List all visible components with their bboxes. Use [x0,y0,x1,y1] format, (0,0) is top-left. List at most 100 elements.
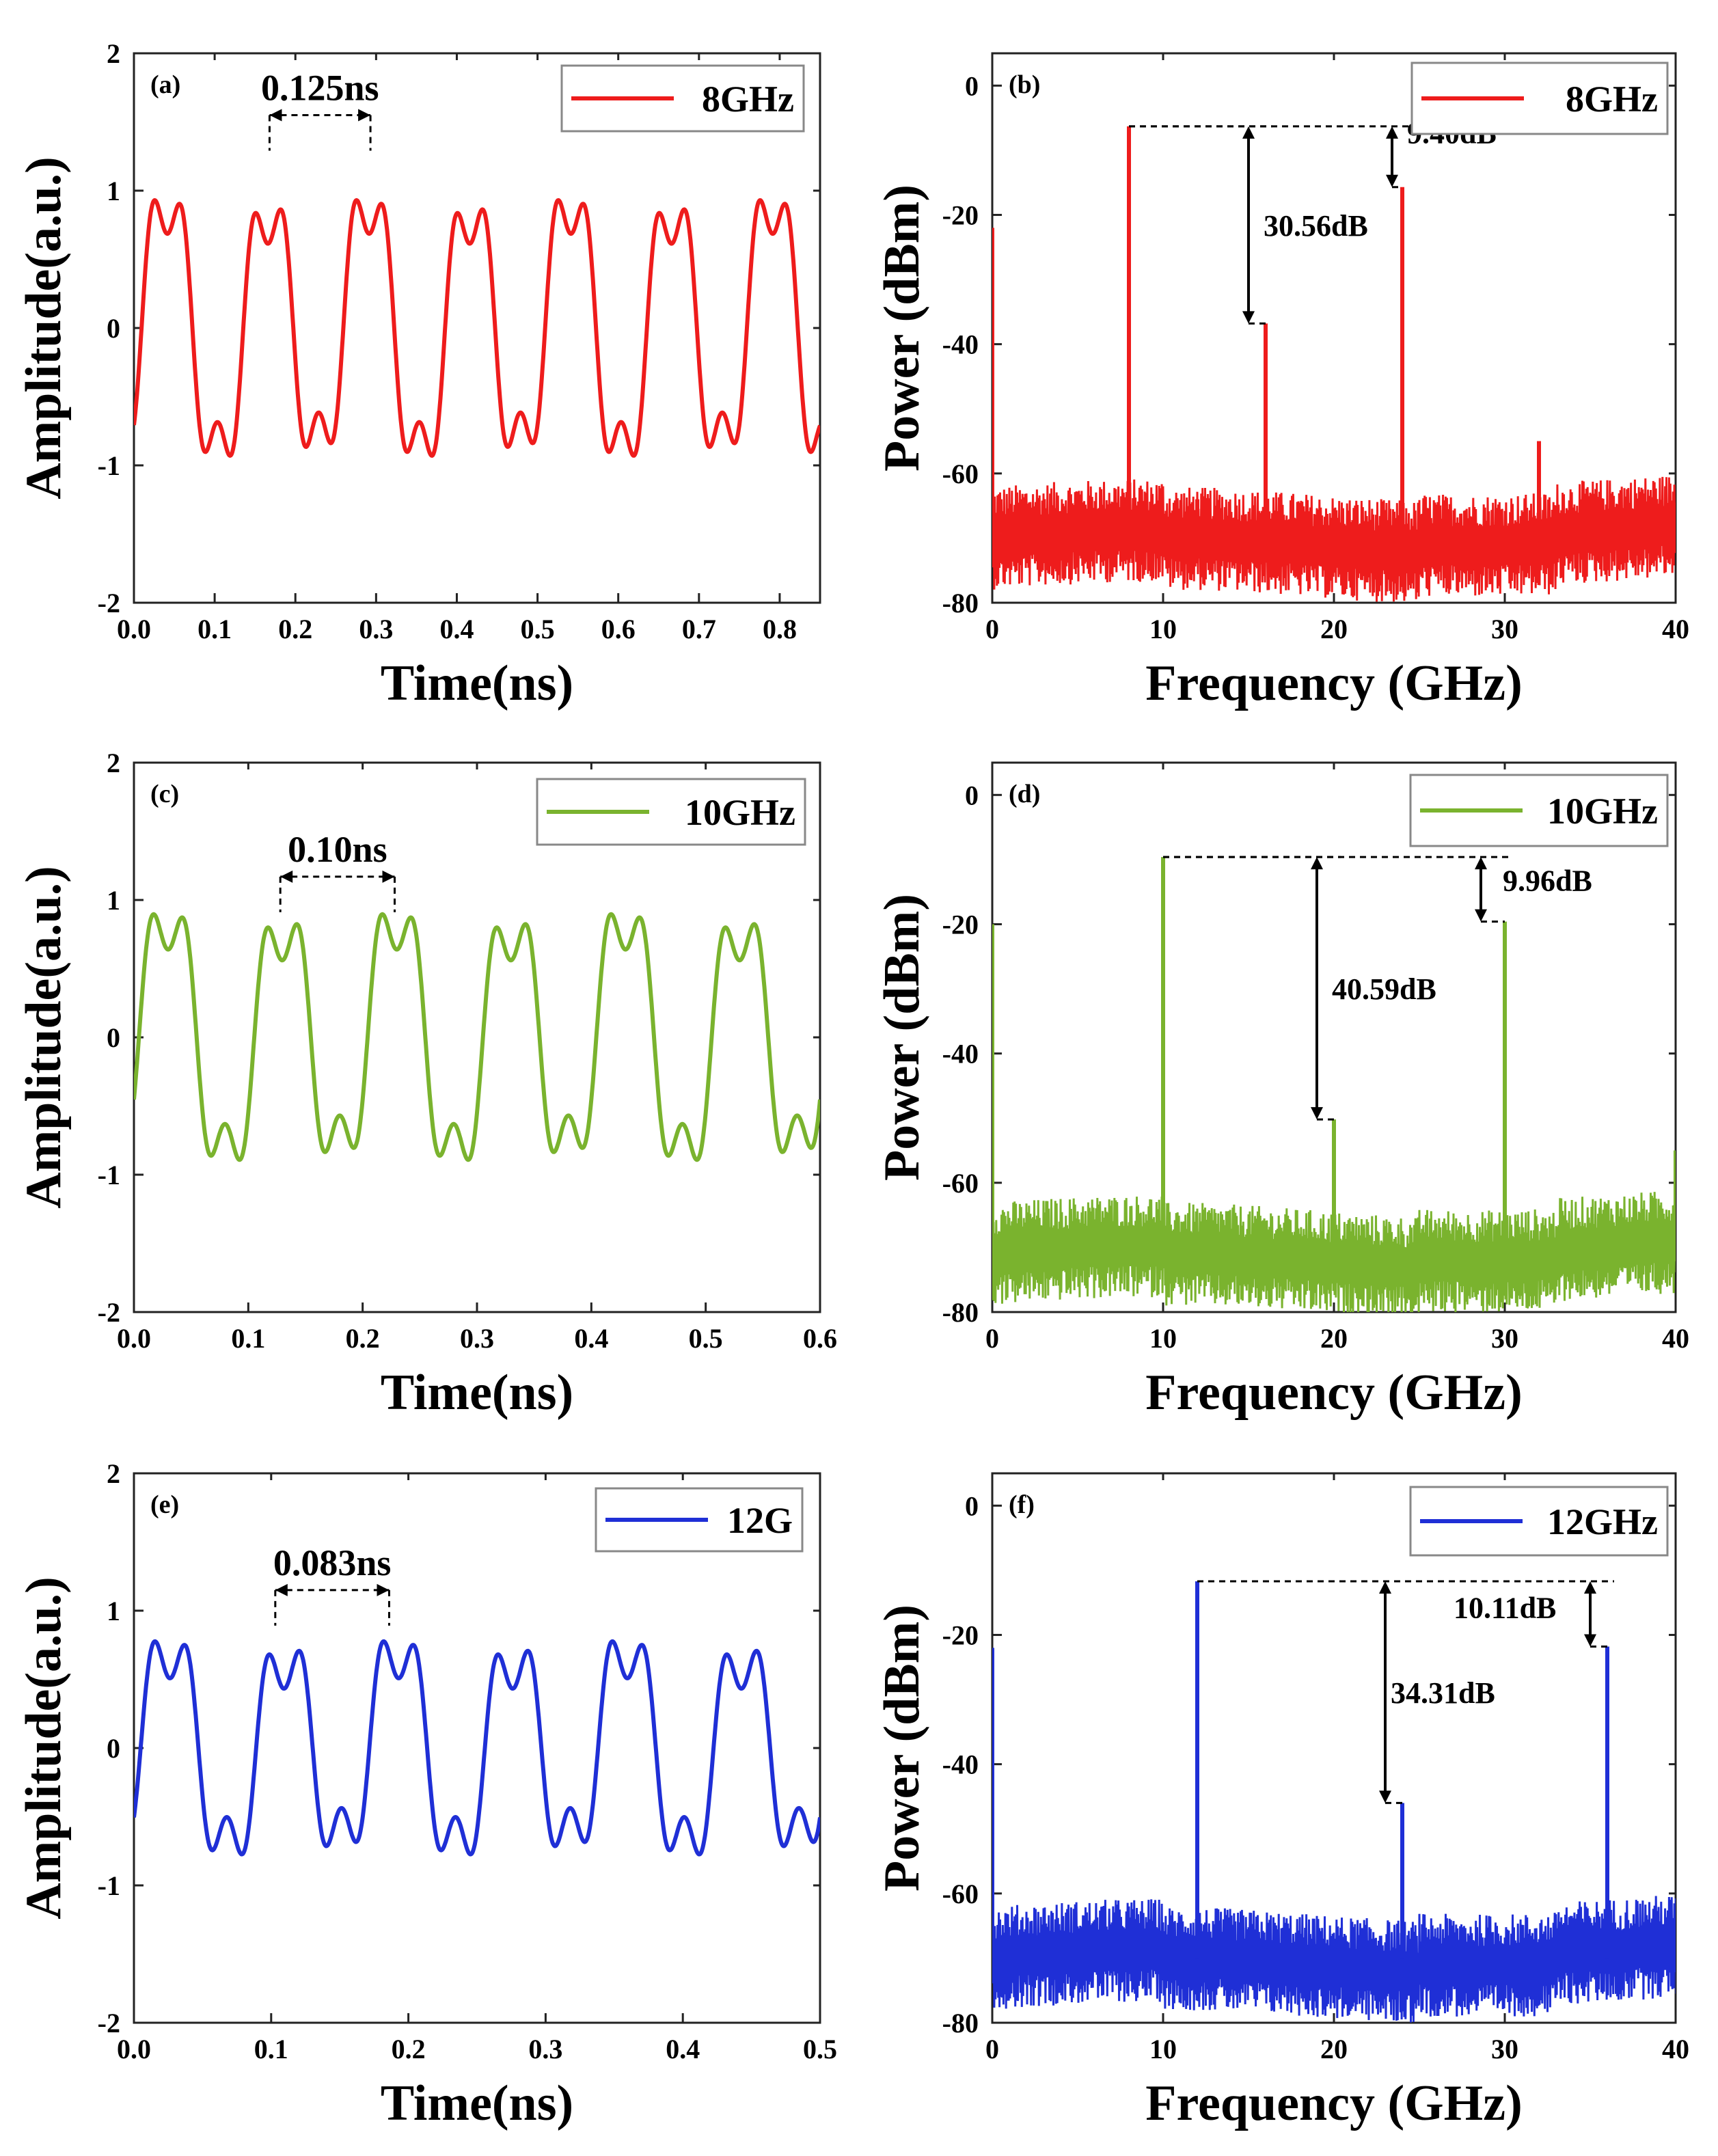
x-tick-label: 0.0 [117,1323,151,1354]
x-tick-label: 0.5 [521,614,555,644]
chart-panel-a: 0.0 0.1 0.2 0.3 0.4 0.5 0.6 0.7 0.8 -2 -1 0 1 2 Time(n… [16,38,821,711]
period-label: 0.10ns [288,829,387,870]
chart-panel-c: 0.0 0.1 0.2 0.3 0.4 0.5 0.6 -2 -1 0 1 2 Time(ns) Ampl… [16,748,837,1421]
legend-box [1409,774,1669,847]
plot-area [992,126,1676,602]
period-label: 0.083ns [273,1542,392,1583]
x-tick-label: 0.8 [763,614,797,644]
arrow-head-down [1311,1107,1323,1120]
chart-panel-d: 0 10 20 30 40 0 -20 -40 -60 -80 Frequency (GHz) Pow… [874,761,1689,1421]
y-axis-title: Power (dBm) [874,1605,930,1892]
x-tick-label: 0.7 [682,614,716,644]
x-tick-label: 0.4 [666,2034,700,2064]
arrow-head-up [1379,1581,1391,1594]
y-tick-label: -40 [942,1749,979,1780]
axis-frame [133,52,821,604]
y-tick-label: -1 [98,1870,120,1901]
noise-floor-trace [992,1896,1676,2023]
noise-floor-trace [992,1192,1676,1312]
y-tick-label: -20 [942,909,979,940]
legend-label: 10GHz [1547,791,1658,832]
chart-panel-f: 0 10 20 30 40 0 -20 -40 -60 -80 Frequency (GHz) Pow… [874,1472,1689,2131]
y-tick-label: 1 [107,1596,120,1626]
x-tick-label: 0 [985,2034,999,2064]
panel-label: (e) [150,1490,179,1519]
x-tick-label: 0.1 [231,1323,265,1354]
y-tick-label: -80 [942,2008,979,2038]
y-tick-label: -80 [942,588,979,618]
y-tick-label: -2 [98,1297,120,1328]
arrow-head-down [1584,1634,1596,1647]
y-tick-label: 0 [965,1490,979,1521]
y-tick-label: 0 [965,70,979,101]
waveform-line [134,197,820,458]
legend-label: 10GHz [685,792,795,833]
plot-area [134,912,820,1162]
x-tick-label: 40 [1662,1323,1689,1354]
x-tick-label: 0.4 [439,614,474,644]
axis-frame [133,1472,821,2024]
period-arrow-right [377,1583,390,1596]
arrow-head-down [1475,909,1487,922]
y-axis-title: Amplitude(a.u.) [16,1577,72,1920]
x-axis-title: Time(ns) [381,2075,573,2131]
x-axis-title: Frequency (GHz) [1145,655,1522,711]
arrow-head-up [1386,126,1398,139]
x-tick-label: 0.5 [689,1323,723,1354]
y-tick-label: 0 [107,1733,120,1764]
y-tick-label: 1 [107,885,120,916]
period-arrow-right [358,109,371,122]
y-tick-label: -1 [98,1160,120,1190]
x-axis-title: Time(ns) [381,1365,573,1421]
x-tick-label: 20 [1320,614,1348,644]
x-tick-label: 40 [1662,614,1689,644]
y-axis-title: Power (dBm) [874,894,930,1181]
period-arrow-right [382,870,395,883]
period-arrow-left [280,870,293,883]
y-tick-label: -2 [98,588,120,618]
x-tick-label: 0.4 [574,1323,608,1354]
legend: 10GHz [1409,774,1669,847]
x-axis-title: Frequency (GHz) [1145,1365,1522,1421]
x-tick-label: 0.2 [392,2034,426,2064]
y-tick-label: -80 [942,1297,979,1328]
period-arrow-left [269,109,282,122]
y-tick-label: -20 [942,200,979,230]
period-arrow-left [275,1583,288,1596]
legend-label: 8GHz [702,79,794,120]
y-tick-label: 1 [107,176,120,206]
legend: 10GHz [536,778,806,846]
y-axis-title: Amplitude(a.u.) [16,866,72,1209]
panel-label: (d) [1009,780,1040,808]
panel-label: (b) [1009,70,1040,99]
chart-panel-e: 0.0 0.1 0.2 0.3 0.4 0.5 -2 -1 0 1 2 Time(ns) Amplitu… [16,1458,837,2131]
waveform-line [134,1639,820,1857]
plot-area [134,1639,820,1857]
x-tick-label: 0.0 [117,2034,151,2064]
x-tick-label: 0.1 [254,2034,288,2064]
y-tick-label: -20 [942,1620,979,1650]
x-tick-label: 10 [1149,1323,1177,1354]
arrow-head-down [1379,1790,1391,1803]
x-axis-title: Time(ns) [381,655,573,711]
arrow-head-down [1242,311,1255,324]
x-tick-label: 0 [985,614,999,644]
y-tick-label: 2 [107,38,120,69]
level-difference-label: 40.59dB [1332,972,1436,1006]
x-tick-label: 0.5 [803,2034,837,2064]
x-tick-label: 0.3 [359,614,393,644]
x-tick-label: 30 [1491,2034,1518,2064]
y-tick-label: 2 [107,1458,120,1489]
x-tick-label: 0.2 [278,614,312,644]
x-tick-label: 0.1 [197,614,232,644]
x-tick-label: 0 [985,1323,999,1354]
plot-area [992,857,1676,1312]
x-tick-label: 20 [1320,2034,1348,2064]
legend-label: 12GHz [1547,1501,1658,1542]
y-tick-label: -2 [98,2008,120,2038]
x-tick-label: 0.6 [803,1323,837,1354]
arrow-head-up [1311,857,1323,870]
level-difference-label: 34.31dB [1391,1676,1495,1710]
y-tick-label: 0 [965,780,979,810]
